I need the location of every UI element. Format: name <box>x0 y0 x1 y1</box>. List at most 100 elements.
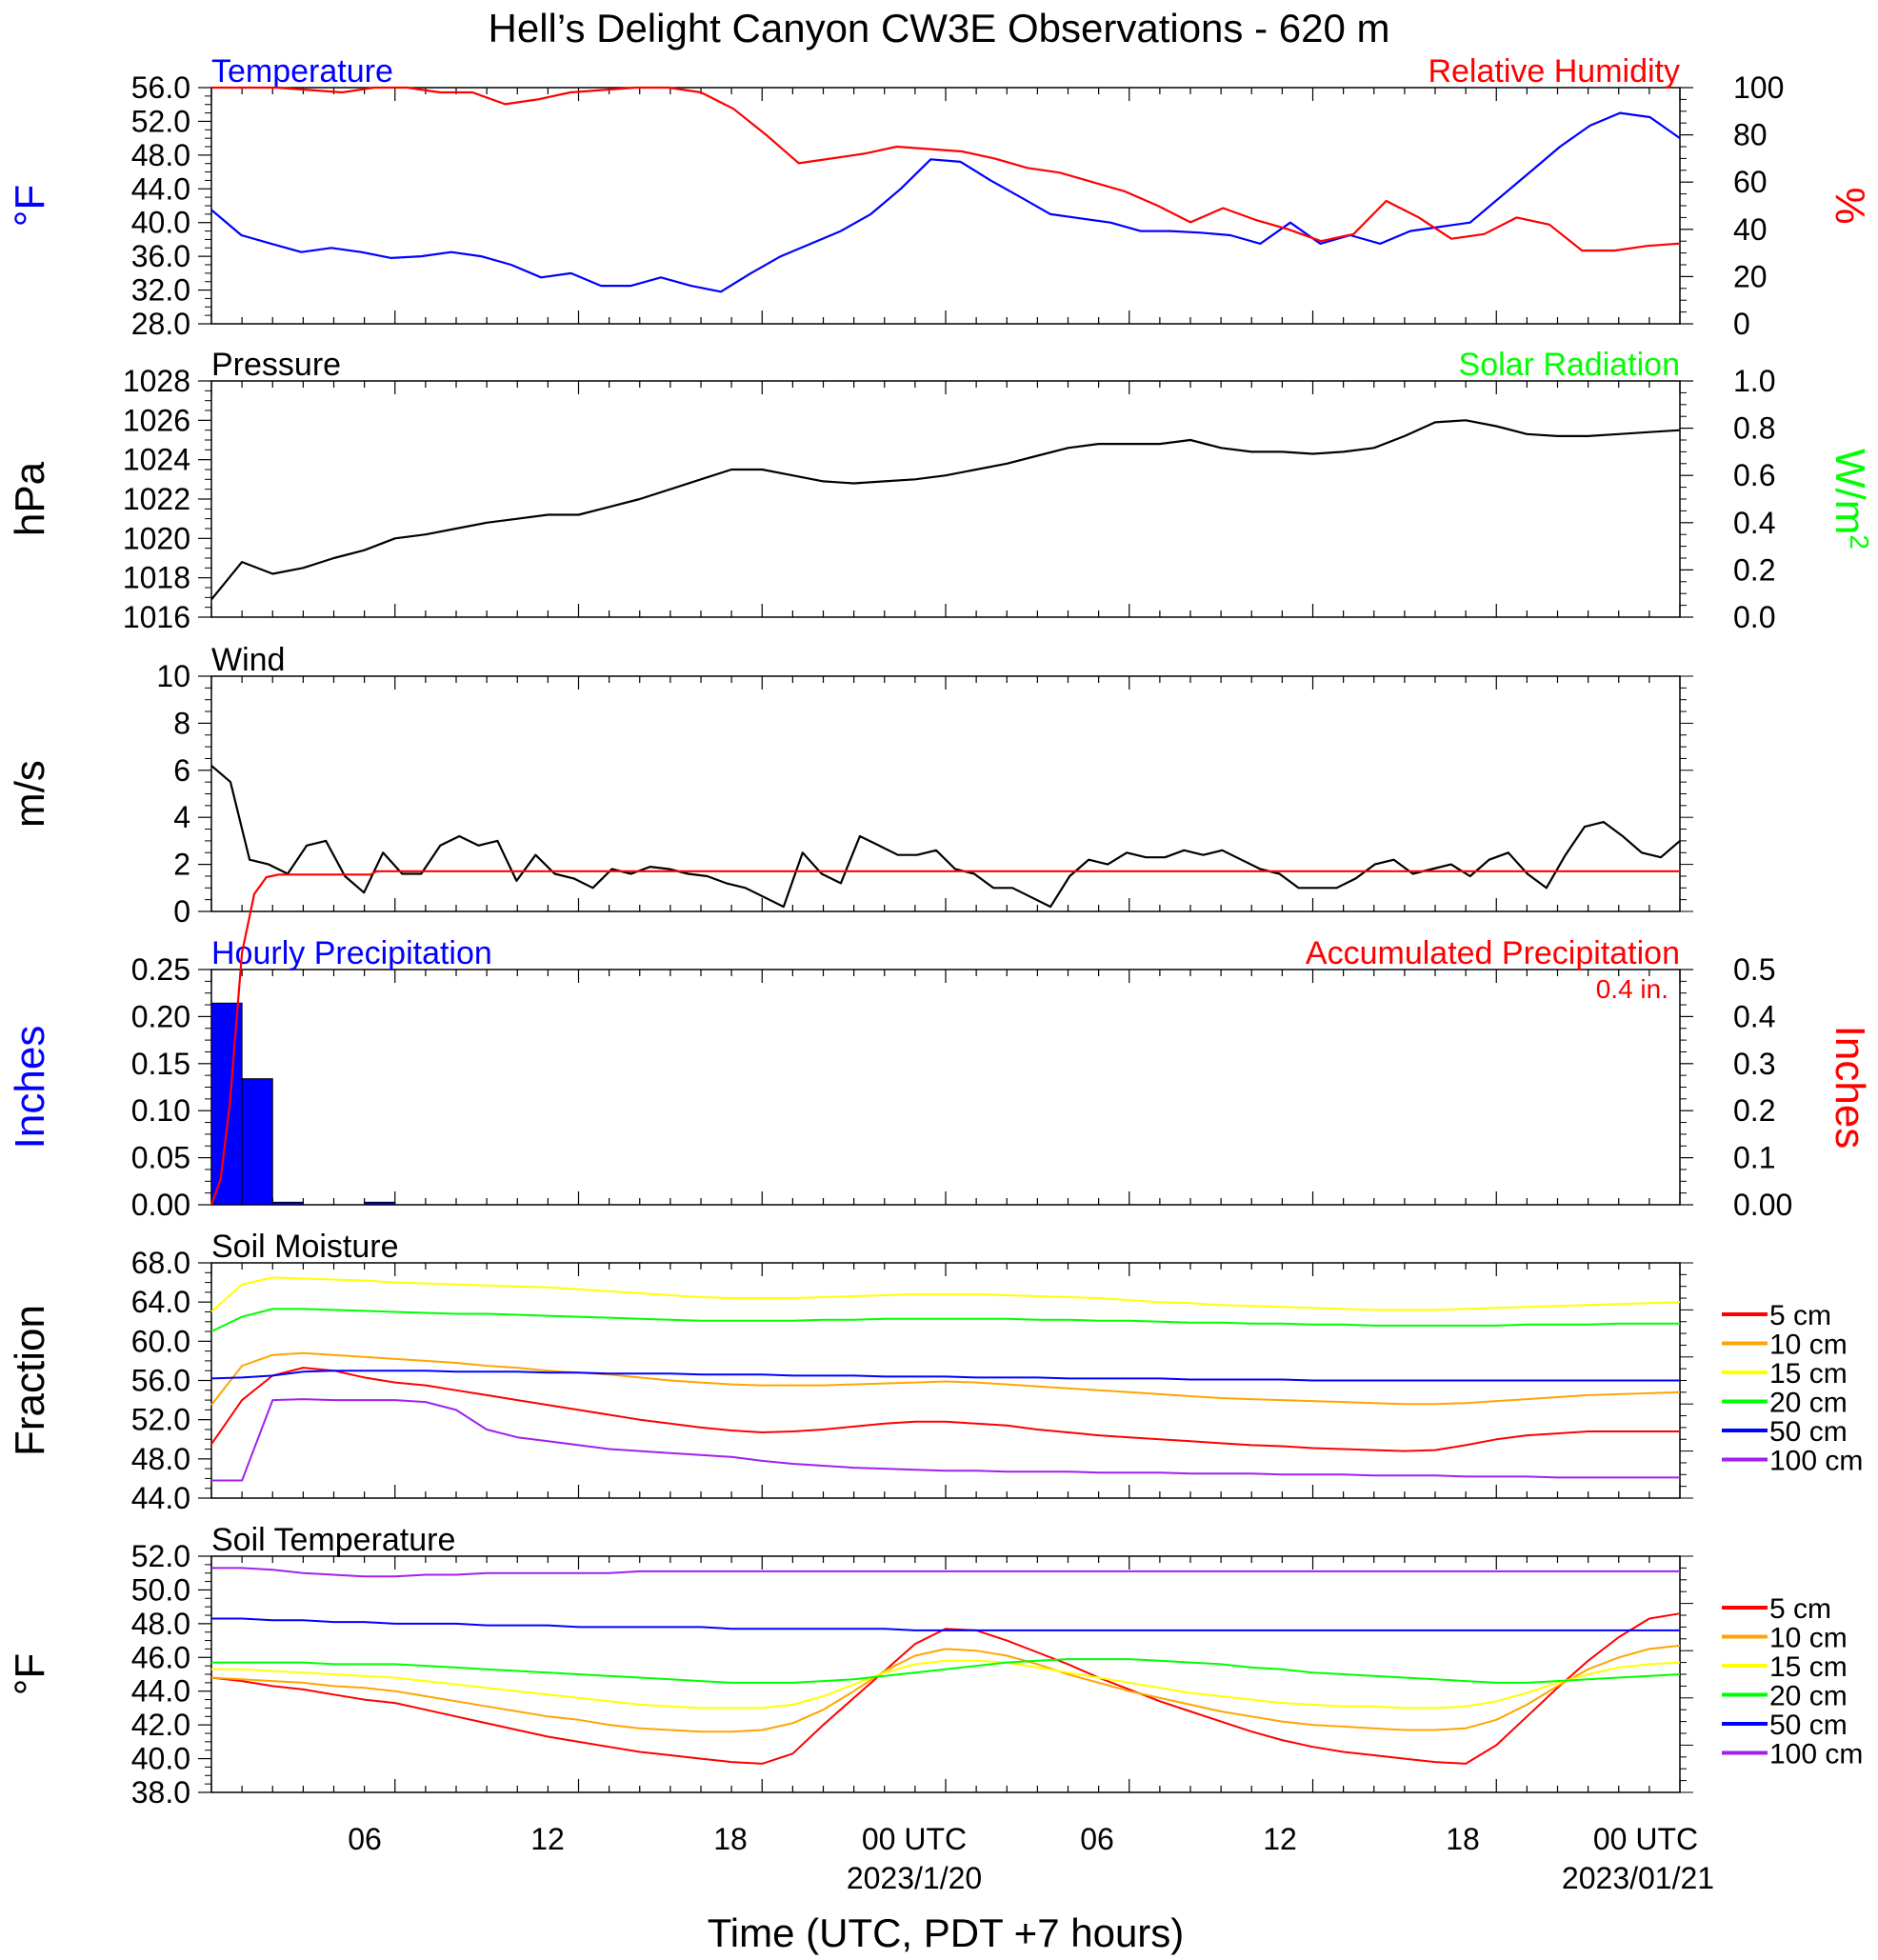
y-right-tick-label: 60 <box>1733 165 1768 199</box>
y-right-tick-label: 0.00 <box>1733 1188 1792 1222</box>
x-tick-label-18b: 18 <box>1446 1822 1480 1856</box>
y-tick-label: 40.0 <box>131 206 190 240</box>
series-wind <box>210 765 1681 909</box>
y-tick-label: 64.0 <box>131 1285 190 1319</box>
legend-label: 10 cm <box>1769 1623 1848 1654</box>
y-tick-label: 44.0 <box>131 1481 190 1515</box>
series-100-cm <box>211 1567 1680 1578</box>
panel-title-left: Temperature <box>211 53 393 90</box>
y-right-tick-label: 0.4 <box>1733 506 1775 540</box>
legend-label: 10 cm <box>1769 1330 1848 1361</box>
panel-pressure: 1028 1026 1024 1022 1020 1018 1016 1.0 0.8 0.6 0.4… <box>7 347 1875 634</box>
y-axis-label-right: Inches <box>1827 1026 1873 1150</box>
y-tick-label: 1020 <box>123 521 190 555</box>
y-tick-label: 0.05 <box>131 1141 190 1175</box>
y-right-tick-label: 0.2 <box>1733 1093 1775 1128</box>
legend-label: 15 cm <box>1769 1651 1848 1683</box>
y-tick-label: 40.0 <box>131 1742 190 1776</box>
y-axis-label: Fraction <box>7 1305 53 1456</box>
y-right-tick-label: 20 <box>1733 259 1768 293</box>
series-10-cm <box>210 1351 1681 1406</box>
y-tick-label: 44.0 <box>131 1674 190 1709</box>
y-right-tick-label: 0.3 <box>1733 1047 1775 1081</box>
y-tick-label: 1018 <box>123 561 190 595</box>
legend-label: 15 cm <box>1769 1358 1848 1390</box>
y-right-tick-label: 0.4 <box>1733 999 1775 1033</box>
y-right-tick-label: 1.0 <box>1733 364 1775 398</box>
x-axis-label: Time (UTC, PDT +7 hours) <box>708 1910 1185 1955</box>
y-tick-label: 0 <box>173 894 190 929</box>
y-axis-label: °F <box>7 185 53 227</box>
y-axis-label: °F <box>7 1653 53 1695</box>
y-tick-label: 60.0 <box>131 1324 190 1358</box>
y-tick-label: 6 <box>173 753 190 788</box>
y-axis-label: hPa <box>7 461 53 536</box>
panel-title-left: Hourly Precipitation <box>211 935 492 971</box>
y-right-tick-label: 40 <box>1733 212 1768 247</box>
y-tick-label: 36.0 <box>131 239 190 273</box>
superscript: 2 <box>1846 534 1875 550</box>
panel-title-right: Relative Humidity <box>1428 53 1680 90</box>
legend-label: 20 cm <box>1769 1388 1848 1419</box>
series-50-cm <box>210 1370 1680 1382</box>
y-right-tick-label: 0.8 <box>1733 411 1775 446</box>
series-pressure <box>210 419 1681 601</box>
y-tick-label: 0.10 <box>131 1093 190 1128</box>
y-right-tick-label: 0 <box>1733 307 1750 341</box>
y-tick-label: 2 <box>173 848 190 882</box>
panel-temp_rh: 56.052.048.044.040.036.032.028.0 100 80 60 4… <box>7 53 1873 341</box>
legend-label: 100 cm <box>1769 1739 1863 1770</box>
x-tick-label-00utc-b: 00 UTC <box>1593 1822 1698 1856</box>
panel-title-left: Soil Temperature <box>211 1522 455 1558</box>
y-tick-label: 1022 <box>123 482 190 516</box>
series-5-cm <box>210 1367 1680 1452</box>
y-axis-label: m/s <box>7 760 53 828</box>
x-tick-label-12b: 12 <box>1263 1822 1297 1856</box>
x-tick-label-06: 06 <box>348 1822 382 1856</box>
legend-label: 5 cm <box>1769 1593 1831 1625</box>
series-5-cm <box>210 1612 1681 1765</box>
y-tick-label: 38.0 <box>131 1775 190 1810</box>
series-relative-humidity <box>211 86 1681 252</box>
y-tick-label: 52.0 <box>131 104 190 138</box>
y-tick-label: 0.15 <box>131 1047 190 1081</box>
panel-title-right: Accumulated Precipitation <box>1306 935 1680 971</box>
panels: 56.052.048.044.040.036.032.028.010080604… <box>7 53 1875 1810</box>
y-right-tick-label: 0.2 <box>1733 552 1775 587</box>
y-tick-label: 48.0 <box>131 1442 190 1476</box>
y-axis-label: Inches <box>7 1026 53 1150</box>
series-temperature <box>210 111 1681 293</box>
y-tick-label: 42.0 <box>131 1708 190 1742</box>
panel-title-left: Pressure <box>211 347 341 383</box>
y-axis-label-right: W/m2 <box>1827 449 1875 550</box>
y-tick-label: 1016 <box>123 600 190 634</box>
y-tick-label: 68.0 <box>131 1246 190 1280</box>
precip-bar <box>364 1201 396 1206</box>
y-tick-label: 50.0 <box>131 1572 190 1607</box>
panel-precip: 0.250.200.150.100.050.000.50.40.30.20.10… <box>7 870 1873 1222</box>
series-10-cm <box>210 1644 1681 1733</box>
y-tick-label: 56.0 <box>131 1364 190 1398</box>
series-100-cm <box>211 1398 1680 1482</box>
series-20-cm <box>211 1658 1681 1684</box>
x-tick-label-00utc: 00 UTC <box>862 1822 967 1856</box>
accumulated-annotation: 0.4 in. <box>1596 974 1668 1004</box>
panel-frame <box>210 969 1681 1206</box>
panel-frame <box>210 675 1681 912</box>
series-20-cm <box>210 1308 1680 1332</box>
legend-label: 50 cm <box>1769 1710 1848 1741</box>
series-15-cm <box>210 1276 1681 1313</box>
y-tick-label: 10 <box>156 659 190 693</box>
y-tick-label: 52.0 <box>131 1539 190 1573</box>
y-right-tick-label: 0.1 <box>1733 1141 1775 1175</box>
y-tick-label: 1024 <box>123 443 190 477</box>
y-tick-label: 0.00 <box>131 1188 190 1222</box>
precip-bar <box>241 1078 273 1206</box>
panel-title-left: Wind <box>211 642 285 678</box>
x-tick-label-06b: 06 <box>1080 1822 1114 1856</box>
y-tick-label: 46.0 <box>131 1640 190 1674</box>
legend-label: 20 cm <box>1769 1681 1848 1712</box>
y-tick-label: 48.0 <box>131 138 190 172</box>
y-right-tick-label: 100 <box>1733 70 1784 105</box>
